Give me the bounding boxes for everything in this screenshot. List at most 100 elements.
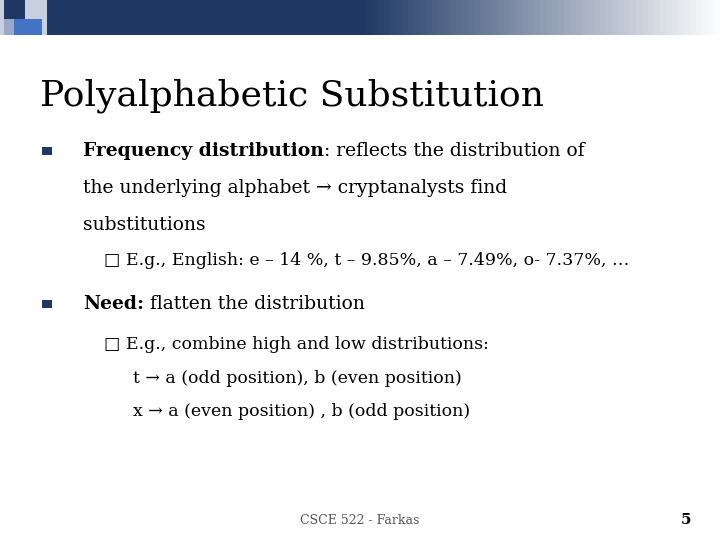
Bar: [184, 0, 196, 35]
Bar: [666, 0, 672, 35]
Bar: [444, 0, 450, 35]
Bar: [652, 0, 663, 35]
Bar: [14, 19, 42, 35]
Bar: [654, 0, 660, 35]
Bar: [697, 0, 708, 35]
Bar: [684, 0, 690, 35]
Bar: [595, 0, 606, 35]
Bar: [672, 0, 678, 35]
Bar: [510, 0, 516, 35]
Bar: [528, 0, 534, 35]
Bar: [606, 0, 618, 35]
Bar: [480, 0, 486, 35]
Bar: [714, 0, 720, 35]
Bar: [36, 0, 48, 35]
Bar: [366, 0, 378, 35]
Bar: [675, 0, 685, 35]
Bar: [642, 0, 648, 35]
Text: CSCE 522 - Farkas: CSCE 522 - Farkas: [300, 514, 420, 526]
Bar: [401, 0, 412, 35]
Bar: [408, 0, 414, 35]
Bar: [648, 0, 654, 35]
Bar: [378, 0, 390, 35]
Bar: [420, 0, 426, 35]
Bar: [333, 0, 344, 35]
Bar: [402, 0, 408, 35]
Bar: [42, 300, 52, 308]
Bar: [572, 0, 583, 35]
Bar: [708, 0, 714, 35]
Bar: [161, 0, 173, 35]
Text: t → a (odd position), b (even position): t → a (odd position), b (even position): [133, 369, 462, 387]
Bar: [660, 0, 666, 35]
Bar: [612, 0, 618, 35]
Bar: [93, 0, 104, 35]
Bar: [432, 0, 438, 35]
Bar: [576, 0, 582, 35]
Bar: [396, 0, 402, 35]
Bar: [310, 0, 321, 35]
Bar: [552, 0, 558, 35]
Bar: [446, 0, 458, 35]
Bar: [583, 0, 595, 35]
Bar: [618, 0, 624, 35]
Bar: [423, 0, 435, 35]
Bar: [81, 0, 93, 35]
Bar: [42, 147, 52, 155]
Bar: [390, 0, 401, 35]
Bar: [4, 19, 14, 35]
Bar: [606, 0, 612, 35]
Bar: [481, 0, 492, 35]
Bar: [264, 0, 275, 35]
Bar: [48, 0, 59, 35]
Bar: [71, 0, 81, 35]
Bar: [4, 0, 25, 19]
Bar: [196, 0, 207, 35]
Bar: [218, 0, 230, 35]
Bar: [450, 0, 456, 35]
Bar: [287, 0, 298, 35]
Bar: [474, 0, 480, 35]
Bar: [372, 0, 378, 35]
Text: Polyalphabetic Substitution: Polyalphabetic Substitution: [40, 78, 544, 113]
Bar: [366, 0, 372, 35]
Bar: [426, 0, 432, 35]
Bar: [690, 0, 696, 35]
Bar: [344, 0, 355, 35]
Bar: [516, 0, 522, 35]
Bar: [663, 0, 675, 35]
Bar: [138, 0, 150, 35]
Bar: [492, 0, 498, 35]
Bar: [678, 0, 684, 35]
Bar: [549, 0, 560, 35]
Bar: [456, 0, 462, 35]
Bar: [321, 0, 333, 35]
Bar: [384, 0, 390, 35]
Text: x → a (even position) , b (odd position): x → a (even position) , b (odd position): [133, 403, 470, 420]
Bar: [629, 0, 640, 35]
Bar: [390, 0, 396, 35]
Bar: [522, 0, 528, 35]
Bar: [0, 0, 47, 35]
Bar: [462, 0, 468, 35]
Bar: [702, 0, 708, 35]
Bar: [414, 0, 420, 35]
Bar: [624, 0, 630, 35]
Bar: [253, 0, 264, 35]
Bar: [458, 0, 469, 35]
Text: 5: 5: [680, 512, 691, 526]
Text: □ E.g., combine high and low distributions:: □ E.g., combine high and low distributio…: [104, 336, 490, 353]
Bar: [534, 0, 540, 35]
Bar: [492, 0, 503, 35]
Bar: [570, 0, 576, 35]
Bar: [412, 0, 423, 35]
Bar: [468, 0, 474, 35]
Bar: [515, 0, 526, 35]
Bar: [546, 0, 552, 35]
Bar: [685, 0, 697, 35]
Bar: [636, 0, 642, 35]
Text: Need:: Need:: [83, 295, 144, 313]
Bar: [503, 0, 515, 35]
Text: flatten the distribution: flatten the distribution: [144, 295, 364, 313]
Bar: [504, 0, 510, 35]
